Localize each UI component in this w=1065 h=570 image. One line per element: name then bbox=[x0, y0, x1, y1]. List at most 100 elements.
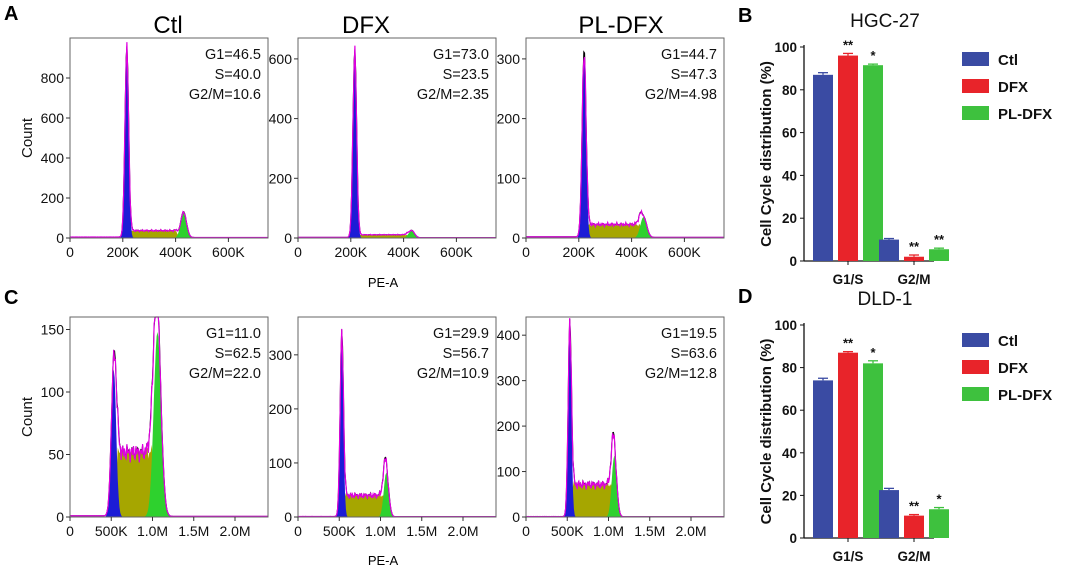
y-tick-label: 100 bbox=[269, 455, 293, 471]
stats-text: G2/M=4.98 bbox=[645, 87, 717, 103]
x-tick-label: 0 bbox=[522, 244, 530, 260]
panel-label-d: D bbox=[738, 286, 752, 308]
x-tick-label: 1.0M bbox=[593, 523, 624, 539]
y-tick-label: 800 bbox=[41, 70, 65, 86]
y-tick-label: 150 bbox=[41, 322, 65, 338]
bar-chart-bar_D: DLD-1 Cell Cycle distribution (%) 0 20 40 60 8… bbox=[758, 289, 1052, 564]
s-phase-area bbox=[298, 234, 496, 238]
x-tick-label: 1.0M bbox=[365, 523, 396, 539]
y-tick-label: 20 bbox=[782, 211, 797, 226]
histogram-hist_C_ctl: 0 50 100 150 0 500K 1.0M 1.5M 2.0M G1=11.0 S=62.5 G… bbox=[19, 316, 269, 539]
plot-frame bbox=[525, 37, 725, 239]
panel-label-b: B bbox=[738, 5, 752, 27]
y-tick-label: 200 bbox=[497, 418, 521, 434]
column-title-dfx: DFX bbox=[342, 12, 390, 39]
stats-text: G1=19.5 bbox=[661, 326, 717, 342]
plot-frame bbox=[297, 37, 497, 239]
plot-frame bbox=[297, 316, 497, 518]
model-fit-line bbox=[526, 56, 724, 238]
stats-text: G2/M=22.0 bbox=[189, 366, 261, 382]
bar-ctl-g1s bbox=[813, 380, 833, 538]
category-label: G1/S bbox=[833, 272, 864, 287]
bar-dfx-g1s bbox=[838, 352, 858, 538]
stats-text: G1=73.0 bbox=[433, 47, 489, 63]
x-tick-label: 2.0M bbox=[447, 523, 478, 539]
y-tick-label: 400 bbox=[497, 327, 521, 343]
y-tick-label: 0 bbox=[789, 254, 797, 269]
s-phase-area bbox=[70, 444, 268, 517]
y-tick-label: 0 bbox=[789, 531, 797, 546]
bar-ctl-g2m bbox=[879, 490, 899, 538]
x-tick-label: 1.5M bbox=[178, 523, 209, 539]
histogram-panels: 0 200 400 600 800 0 200K 400K 600K G1=46.5 S=40.0 G… bbox=[19, 37, 725, 539]
y-tick-label: 300 bbox=[497, 373, 521, 389]
x-tick-label: 500K bbox=[551, 523, 584, 539]
bar-pl-dfx-g1s bbox=[863, 363, 883, 538]
x-tick-label: 0 bbox=[294, 244, 302, 260]
legend-label: DFX bbox=[998, 79, 1028, 96]
x-tick-label: 1.5M bbox=[406, 523, 437, 539]
bar-pl-dfx-g2m bbox=[929, 249, 949, 261]
legend-label: DFX bbox=[998, 360, 1028, 377]
stats-text: G1=29.9 bbox=[433, 326, 489, 342]
column-title-ctl: Ctl bbox=[153, 12, 182, 39]
x-tick-label: 0 bbox=[66, 244, 74, 260]
g1-peak-area bbox=[70, 369, 268, 517]
x-tick-label: 200K bbox=[106, 244, 139, 260]
y-tick-label: 100 bbox=[774, 40, 797, 55]
stats-text: G1=46.5 bbox=[205, 47, 261, 63]
stats-text: G2/M=10.9 bbox=[417, 366, 489, 382]
y-tick-label: 100 bbox=[497, 464, 521, 480]
significance-marker: * bbox=[936, 492, 942, 507]
legend-label: Ctl bbox=[998, 333, 1018, 350]
significance-marker: ** bbox=[843, 37, 854, 52]
bar-ctl-g1s bbox=[813, 74, 833, 261]
y-tick-label: 60 bbox=[782, 403, 797, 418]
y-tick-label: 60 bbox=[782, 126, 797, 141]
significance-marker: * bbox=[870, 48, 876, 63]
legend-swatch-ctl bbox=[962, 333, 989, 347]
histogram-hist_A_dfx: 0 200 400 600 0 200K 400K 600K G1=73.0 S=23.5 G2/M… bbox=[269, 37, 497, 260]
bar-chart-panels: HGC-27 Cell Cycle distribution (%) 0 20 40 60… bbox=[758, 11, 1052, 564]
bar-pl-dfx-g2m bbox=[929, 509, 949, 538]
x-tick-label: 1.5M bbox=[634, 523, 665, 539]
legend-swatch-dfx bbox=[962, 79, 989, 93]
x-tick-label: 600K bbox=[212, 244, 245, 260]
x-tick-label: 0 bbox=[522, 523, 530, 539]
x-tick-label: 600K bbox=[668, 244, 701, 260]
chart-title: HGC-27 bbox=[850, 11, 920, 32]
y-axis-label: Count bbox=[19, 117, 36, 158]
x-tick-label: 400K bbox=[387, 244, 420, 260]
y-tick-label: 100 bbox=[497, 170, 521, 186]
y-tick-label: 0 bbox=[56, 230, 64, 246]
plot-frame bbox=[69, 316, 269, 518]
histogram-hist_C_pldfx: 0 100 200 300 400 0 500K 1.0M 1.5M 2.0M G1=19.5 S=6… bbox=[497, 316, 725, 539]
category-label: G1/S bbox=[833, 549, 864, 564]
stats-text: S=23.5 bbox=[443, 67, 489, 83]
y-tick-label: 0 bbox=[512, 230, 520, 246]
y-tick-label: 0 bbox=[512, 509, 520, 525]
y-tick-label: 50 bbox=[48, 447, 64, 463]
s-phase-area bbox=[298, 493, 496, 517]
stats-text: G1=11.0 bbox=[206, 326, 261, 342]
legend-swatch-pl-dfx bbox=[962, 106, 989, 120]
histogram-hist_A_ctl: 0 200 400 600 800 0 200K 400K 600K G1=46.5 S=40.0 G… bbox=[19, 37, 269, 260]
y-tick-label: 300 bbox=[497, 51, 521, 67]
bar-dfx-g2m bbox=[904, 256, 924, 261]
y-tick-label: 0 bbox=[56, 509, 64, 525]
legend-label: Ctl bbox=[998, 52, 1018, 69]
significance-marker: ** bbox=[934, 232, 945, 247]
stats-text: S=40.0 bbox=[215, 67, 261, 83]
x-tick-label: 400K bbox=[159, 244, 192, 260]
y-tick-label: 200 bbox=[41, 190, 65, 206]
bar-pl-dfx-g1s bbox=[863, 65, 883, 261]
y-tick-label: 200 bbox=[497, 111, 521, 127]
s-phase-area bbox=[526, 480, 724, 517]
legend-swatch-dfx bbox=[962, 360, 989, 374]
model-fit-line bbox=[69, 316, 268, 517]
chart-title: DLD-1 bbox=[858, 289, 913, 310]
x-tick-label: 200K bbox=[334, 244, 367, 260]
stats-text: G2/M=12.8 bbox=[645, 366, 717, 382]
x-tick-label: 0 bbox=[66, 523, 74, 539]
